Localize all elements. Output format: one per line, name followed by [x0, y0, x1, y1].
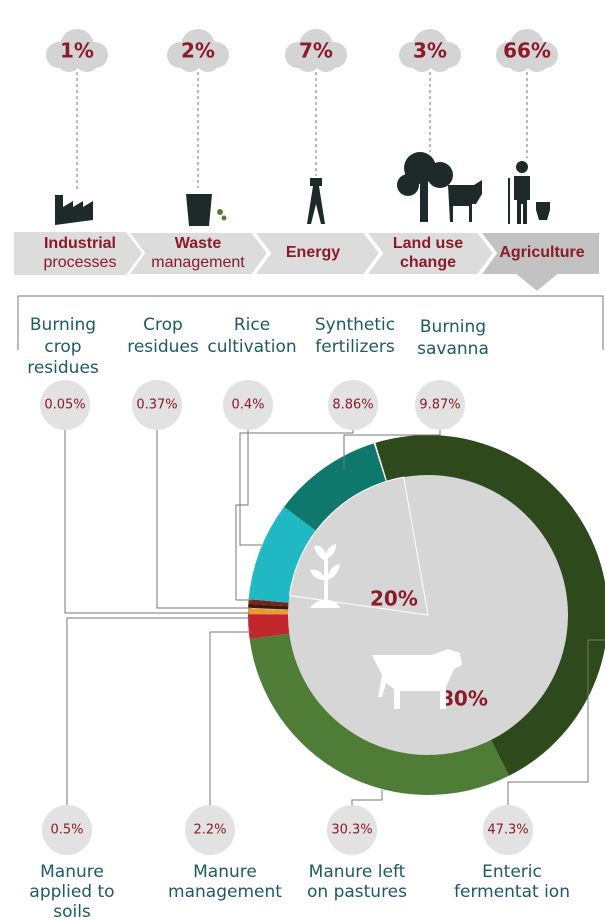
source-bubble [327, 805, 377, 855]
donut-segment [248, 599, 289, 607]
cloud-part [428, 48, 452, 72]
sector-percent: 3% [413, 39, 447, 63]
source-percent: 0.5% [50, 823, 83, 838]
source-name: on pastures [307, 882, 407, 902]
cloud [46, 29, 108, 72]
sector-percent: 7% [299, 39, 333, 63]
plant-icon [310, 544, 340, 608]
cloud-part [296, 48, 320, 72]
source-name: savanna [417, 339, 489, 359]
source-bubble [42, 805, 92, 855]
sector-name: Industrial [44, 235, 116, 252]
source-percent: 8.86% [332, 398, 373, 413]
donut-segment [248, 603, 289, 610]
sector-name: change [400, 254, 456, 271]
cloud [496, 29, 558, 72]
source-percent: 47.3% [487, 823, 528, 838]
source-name: Manure left [309, 862, 406, 882]
source-name: crop [44, 337, 81, 357]
connector [507, 639, 605, 805]
icons [55, 152, 550, 226]
connector [235, 430, 252, 601]
connector [156, 430, 252, 609]
source-name: Enteric [482, 862, 542, 882]
cloud-part [75, 48, 99, 72]
cloud-part [507, 48, 531, 72]
source-name: Burning [30, 315, 96, 335]
source-name: Rice [234, 315, 270, 335]
sector-name: Agriculture [499, 244, 584, 261]
source-percent: 0.4% [231, 398, 264, 413]
connector [209, 631, 252, 805]
sector-name: Land use [393, 235, 463, 252]
connector [64, 430, 250, 614]
donut-segment [248, 608, 289, 615]
source-name: fermentat ion [454, 882, 570, 902]
sector-name: Waste [175, 235, 222, 252]
cloud-part [178, 48, 202, 72]
sector-percent: 1% [60, 39, 94, 63]
donut-chart: 20% 80% [248, 435, 605, 795]
source-name: Manure [40, 862, 104, 882]
banner [14, 231, 604, 350]
sector-name: Energy [286, 244, 340, 261]
cloud [167, 29, 229, 72]
source-name: Manure [193, 862, 257, 882]
source-name: Burning [420, 317, 486, 337]
source-bubble [328, 380, 378, 430]
source-name: Crop [143, 315, 183, 335]
source-name: soils [53, 902, 91, 921]
cloud-part [410, 48, 434, 72]
cloud-part [314, 48, 338, 72]
source-percent: 0.05% [44, 398, 85, 413]
cloud-part [525, 48, 549, 72]
donut-segment [284, 443, 386, 531]
source-percent: 0.37% [136, 398, 177, 413]
cloud [399, 29, 461, 72]
connector [239, 430, 354, 546]
source-percent: 30.3% [331, 823, 372, 838]
source-bubble [185, 805, 235, 855]
cloud [285, 29, 347, 72]
source-name: residues [27, 358, 99, 378]
source-name: applied to [29, 882, 114, 902]
connector [66, 617, 250, 805]
cow-icon [372, 649, 462, 709]
source-name: fertilizers [315, 337, 395, 357]
sector-name: management [151, 254, 245, 271]
sector-name: processes [44, 254, 117, 271]
inner-percent: 80% [440, 687, 488, 711]
inner-percent: 20% [370, 587, 418, 611]
donut-segment [248, 506, 317, 603]
sector-percent: 66% [503, 39, 551, 63]
cloud-part [57, 48, 81, 72]
source-bubble [223, 380, 273, 430]
donut-segment [375, 435, 605, 776]
source-bubble [483, 805, 533, 855]
source-name: management [168, 882, 282, 902]
connector [343, 430, 441, 470]
source-percent: 9.87% [419, 398, 460, 413]
source-name: Synthetic [315, 315, 395, 335]
source-name: cultivation [207, 337, 296, 357]
source-percent: 2.2% [193, 823, 226, 838]
source-bubble [132, 380, 182, 430]
source-name: residues [127, 337, 199, 357]
connector [351, 790, 383, 805]
source-bubble [40, 380, 90, 430]
source-bubble [415, 380, 465, 430]
donut-segment [249, 633, 509, 795]
cloud-part [196, 48, 220, 72]
sector-percent: 2% [181, 39, 215, 63]
donut-segment [248, 607, 289, 610]
donut-segment [248, 614, 290, 639]
